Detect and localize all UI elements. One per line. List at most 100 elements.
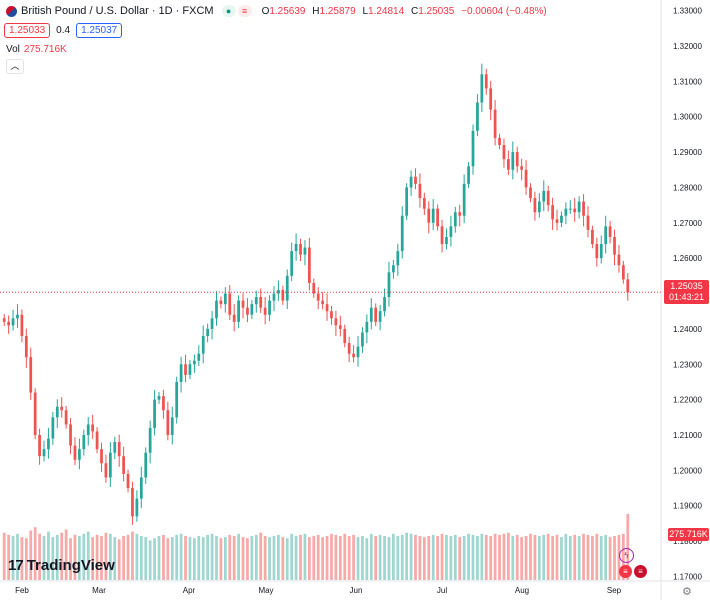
candle-body <box>64 410 68 425</box>
candle-body <box>467 166 470 184</box>
candle-body <box>86 424 90 435</box>
candle-body <box>493 109 497 138</box>
y-tick-label: 1.23000 <box>673 360 702 369</box>
symbol-title[interactable]: British Pound / U.S. Dollar · 1D · FXCM <box>21 5 214 17</box>
volume-bar <box>69 538 72 580</box>
candle-body <box>608 226 612 237</box>
volume-bar <box>586 534 590 580</box>
candle-body <box>436 208 439 227</box>
low-value: 1.24814 <box>368 5 405 17</box>
candle-body <box>613 236 616 255</box>
candle-body <box>210 318 214 329</box>
settings-toggle-icon[interactable]: ≡ <box>237 5 252 17</box>
x-tick-label: Jun <box>350 586 363 595</box>
volume-bar <box>405 532 409 580</box>
candle-body <box>184 364 187 375</box>
volume-bar <box>409 533 413 580</box>
volume-bar <box>396 536 400 580</box>
candle-body <box>564 208 568 216</box>
candle-body <box>582 201 585 216</box>
x-tick-label: Apr <box>183 586 196 595</box>
candle-body <box>316 293 320 301</box>
candle-body <box>555 219 559 223</box>
volume-bar <box>471 534 475 580</box>
candle-body <box>476 102 479 131</box>
y-tick-label: 1.22000 <box>673 396 702 405</box>
volume-bar <box>440 533 444 580</box>
volume-bar <box>462 536 466 580</box>
uk-flag-event-icon[interactable]: ≡ <box>634 565 647 578</box>
candle-body <box>369 307 373 322</box>
candle-body <box>285 275 289 301</box>
volume-bar <box>555 534 559 580</box>
volume-price-tag: 275.716K <box>668 528 709 541</box>
low-label: L <box>362 5 369 17</box>
candle-body <box>104 463 108 478</box>
candle-body <box>422 198 426 209</box>
candle-body <box>414 176 417 184</box>
candle-body <box>294 244 298 252</box>
volume-bar <box>223 537 227 580</box>
chart-legend: British Pound / U.S. Dollar · 1D · FXCM … <box>6 5 551 17</box>
volume-bar <box>277 534 280 580</box>
x-tick-label: Feb <box>15 586 29 595</box>
collapse-legend-button[interactable]: ︿ <box>6 59 24 74</box>
volume-bar <box>573 534 577 580</box>
legend-controls: ● ≡ <box>221 5 252 17</box>
volume-bar <box>175 534 179 580</box>
volume-bar <box>365 538 369 580</box>
candle-body <box>299 244 302 255</box>
volume-bar <box>104 532 108 580</box>
candle-body <box>418 183 422 199</box>
volume-bar <box>206 534 210 580</box>
candle-body <box>144 452 148 478</box>
volume-bar <box>100 536 103 580</box>
candle-body <box>175 381 179 418</box>
candle-body <box>515 152 519 167</box>
volume-bar <box>179 533 183 580</box>
candle-body <box>560 215 563 223</box>
volume-bar <box>20 537 24 580</box>
candle-body <box>462 183 466 216</box>
volume-bar <box>126 534 130 580</box>
candle-body <box>524 169 528 188</box>
y-tick-label: 1.27000 <box>673 219 702 228</box>
candle-body <box>520 166 524 170</box>
y-tick-label: 1.26000 <box>673 254 702 263</box>
us-flag-event-icon[interactable]: ≡ <box>619 565 632 578</box>
volume-bar <box>334 534 338 580</box>
candle-body <box>361 332 364 347</box>
candle-body <box>480 74 484 103</box>
volume-label: Vol <box>6 44 20 55</box>
volume-bar <box>170 537 174 580</box>
candle-body <box>78 449 81 460</box>
candle-body <box>330 311 333 319</box>
volume-bar <box>86 531 90 580</box>
y-tick-label: 1.20000 <box>673 466 702 475</box>
volume-bar <box>303 533 307 580</box>
volume-bar <box>498 534 501 580</box>
volume-bar <box>210 533 214 580</box>
candle-body <box>215 300 218 319</box>
eye-icon[interactable]: ● <box>221 5 236 17</box>
candle-body <box>409 176 413 188</box>
gbp-usd-flag-icon <box>6 5 17 17</box>
candle-body <box>307 247 311 283</box>
candle-body <box>219 300 223 305</box>
buy-button[interactable]: 1.25037 <box>76 23 123 38</box>
volume-bar <box>117 539 121 580</box>
tradingview-logo[interactable]: 17 TradingView <box>8 557 115 574</box>
volume-bar <box>582 533 585 580</box>
candle-body <box>374 307 378 322</box>
volume-bar <box>414 534 417 580</box>
volume-bar <box>51 537 55 580</box>
volume-bar <box>29 530 33 580</box>
gear-icon[interactable]: ⚙ <box>682 586 692 598</box>
tradingview-logo-icon: 17 <box>8 557 24 574</box>
volume-bar <box>321 537 325 580</box>
sell-button[interactable]: 1.25033 <box>4 23 51 38</box>
last-price-value: 1.25035 <box>670 281 703 291</box>
lightning-event-icon[interactable]: ϟ <box>619 548 634 563</box>
volume-bar <box>533 534 537 580</box>
